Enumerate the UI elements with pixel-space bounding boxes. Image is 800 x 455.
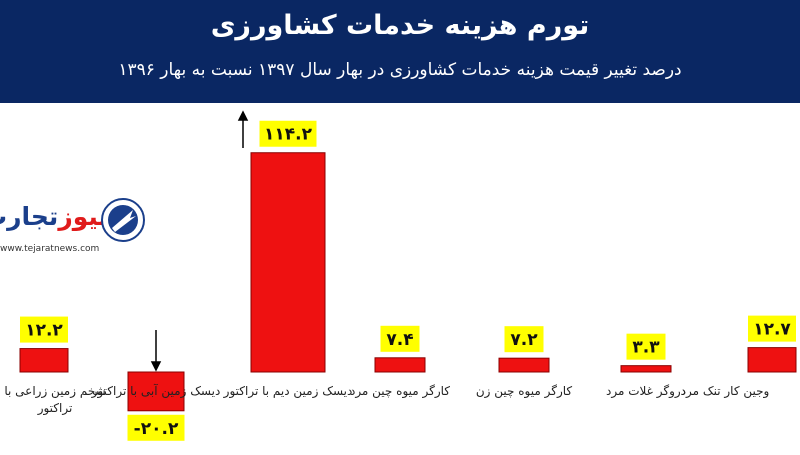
- value-label-1: -۲۰.۲: [127, 414, 185, 441]
- category-label-4: کارگر میوه چین زن: [475, 384, 573, 398]
- value-label-5: ۳.۳: [626, 333, 666, 360]
- svg-text:۱۲.۷: ۱۲.۷: [753, 320, 791, 340]
- category-label-3: کارگر میوه چین مرد: [349, 384, 451, 398]
- value-label-0: ۱۲.۲: [20, 316, 68, 343]
- svg-text:۱۲.۲: ۱۲.۲: [25, 321, 63, 341]
- category-label-2: دیسک زمین دیم با تراکتور: [223, 384, 353, 398]
- svg-text:۱۱۴.۲: ۱۱۴.۲: [264, 125, 313, 145]
- category-label-0: شخم زمین زراعی با تراکتور: [4, 384, 106, 415]
- svg-text:۷.۲: ۷.۲: [510, 330, 538, 350]
- tejarat-news-logo: نیوزتجارت www.tejaratnews.com: [0, 196, 152, 266]
- bar-5: [620, 365, 672, 373]
- svg-text:۳.۳: ۳.۳: [632, 338, 660, 358]
- category-label-6: وجین کار تنک مرد: [680, 384, 770, 398]
- svg-text:-۲۰.۲: -۲۰.۲: [134, 419, 179, 439]
- bar-3: [374, 357, 426, 373]
- value-label-6: ۱۲.۷: [748, 315, 796, 342]
- bar-0: [19, 348, 69, 373]
- logo-brand-red: نیوز: [58, 202, 108, 231]
- logo-emblem-icon: [101, 198, 145, 242]
- arrow-down-icon: [150, 330, 162, 372]
- value-label-4: ۷.۲: [504, 326, 544, 353]
- bar-2: [250, 152, 326, 373]
- category-label-1: دیسک زمین آبی با تراکتور: [91, 384, 221, 398]
- category-label-5: دروگر غلات مرد: [605, 384, 687, 398]
- bar-1: [127, 371, 185, 412]
- chart-title: تورم هزینه خدمات کشاورزی: [210, 10, 590, 41]
- bar-chart: ۱۲.۲ -۲۰.۲ ۱۱۴.۲ ۷.۴ ۷.۲ ۳.۳ ۱۲.۷: [19, 110, 797, 441]
- bar-4: [498, 357, 550, 373]
- logo-brand-text: نیوزتجارت: [0, 202, 108, 231]
- chart-header: تورم هزینه خدمات کشاورزی درصد تغییر قیمت…: [0, 0, 800, 103]
- logo-url: www.tejaratnews.com: [0, 244, 100, 254]
- value-label-2: ۱۱۴.۲: [259, 120, 317, 147]
- chart-subtitle: درصد تغییر قیمت هزینه خدمات کشاورزی در ب…: [118, 60, 682, 80]
- bar-6: [747, 347, 797, 373]
- logo-brand-blue: تجارت: [0, 202, 59, 231]
- svg-text:۷.۴: ۷.۴: [386, 330, 413, 350]
- value-label-3: ۷.۴: [380, 325, 420, 352]
- arrow-up-icon: [237, 110, 249, 148]
